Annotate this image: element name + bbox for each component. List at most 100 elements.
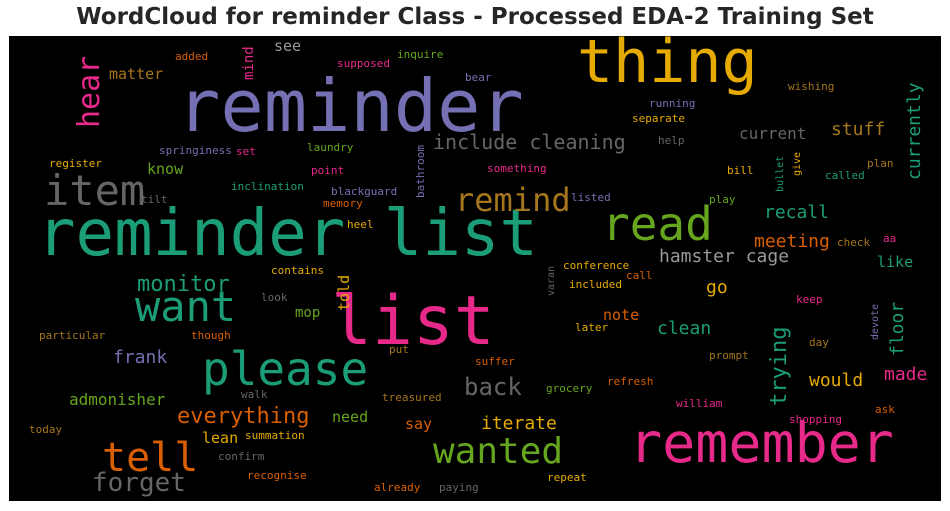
word-thing: thing — [577, 36, 758, 97]
word-meeting: meeting — [754, 231, 830, 252]
word-include-cleaning: include cleaning — [433, 130, 626, 154]
word-note: note — [603, 306, 640, 324]
word-call: call — [626, 269, 653, 282]
word-running: running — [649, 97, 696, 110]
word-play: play — [709, 193, 736, 206]
word-told: told — [335, 274, 353, 311]
word-tilt: tilt — [141, 193, 168, 206]
word-devote: devote — [870, 303, 881, 340]
word-would: would — [809, 370, 864, 391]
word-everything: everything — [177, 404, 310, 429]
word-help: help — [658, 134, 685, 147]
word-something: something — [487, 162, 547, 175]
word-today: today — [29, 423, 63, 436]
word-item: item — [44, 166, 146, 215]
word-later: later — [575, 321, 609, 334]
word-prompt: prompt — [709, 349, 749, 362]
word-conference: conference — [563, 259, 630, 272]
word-bear: bear — [465, 71, 492, 84]
word-william: william — [676, 397, 723, 410]
word-want: want — [135, 282, 237, 331]
word-grocery: grocery — [546, 382, 593, 395]
word-trying: trying — [767, 326, 792, 406]
word-point: point — [311, 164, 345, 177]
word-made: made — [884, 364, 928, 385]
word-confirm: confirm — [218, 450, 265, 463]
word-recall: recall — [764, 202, 830, 223]
word-mind: mind — [241, 46, 257, 80]
word-refresh: refresh — [607, 375, 654, 388]
word-contains: contains — [271, 264, 324, 277]
word-currently: currently — [904, 82, 925, 180]
word-iterate: iterate — [481, 413, 557, 434]
word-wishing: wishing — [788, 80, 835, 93]
word-included: included — [569, 278, 622, 291]
chart-title: WordCloud for reminder Class - Processed… — [76, 4, 874, 30]
word-called: called — [825, 169, 865, 182]
word-hamster-cage: hamster cage — [659, 246, 790, 267]
word-set: set — [236, 145, 256, 158]
word-bullet: bullet — [775, 155, 786, 192]
word-remind: remind — [455, 181, 571, 219]
word-inquire: inquire — [397, 48, 444, 61]
word-plan: plan — [867, 157, 894, 170]
word-check: check — [837, 236, 871, 249]
word-bill: bill — [727, 164, 754, 177]
word-keep: keep — [796, 293, 823, 306]
word-ask: ask — [875, 403, 895, 416]
word-look: look — [261, 291, 288, 304]
word-see: see — [274, 37, 302, 55]
word-hear: hear — [72, 55, 107, 128]
word-particular: particular — [39, 329, 106, 342]
word-lean: lean — [202, 429, 239, 447]
word-listed: listed — [571, 191, 611, 204]
word-suffer: suffer — [475, 355, 515, 368]
word-memory: memory — [323, 197, 363, 210]
word-reminder: reminder — [177, 64, 524, 148]
word-stuff: stuff — [831, 119, 886, 140]
word-treasured: treasured — [382, 391, 442, 404]
word-matter: matter — [109, 65, 164, 83]
word-current: current — [739, 124, 807, 143]
word-frank: frank — [113, 347, 168, 368]
word-repeat: repeat — [547, 471, 587, 484]
word-day: day — [809, 336, 829, 349]
word-please: please — [202, 342, 369, 396]
word-added: added — [175, 50, 209, 63]
word-already: already — [374, 481, 421, 494]
word-tell: tell — [102, 435, 199, 481]
word-remember: remember — [629, 411, 894, 475]
word-wanted: wanted — [433, 431, 564, 472]
word-shopping: shopping — [789, 413, 842, 426]
word-paying: paying — [439, 481, 479, 494]
word-give: give — [792, 151, 803, 176]
word-aa: aa — [883, 232, 897, 245]
word-supposed: supposed — [337, 57, 390, 70]
word-mop: mop — [295, 305, 321, 321]
word-go: go — [706, 277, 728, 298]
word-list: list — [331, 282, 495, 361]
word-know: know — [147, 160, 184, 178]
word-reminder-list: reminder list — [37, 197, 538, 271]
word-walk: walk — [241, 388, 268, 401]
word-back: back — [464, 373, 522, 401]
word-summation: summation — [245, 429, 305, 442]
word-put: put — [389, 343, 409, 356]
word-say: say — [405, 415, 433, 433]
word-like: like — [877, 253, 914, 271]
word-separate: separate — [632, 112, 685, 125]
word-read: read — [602, 197, 713, 251]
word-cloud: reminder reminder list list thing rememb… — [9, 36, 941, 501]
word-blackguard: blackguard — [331, 185, 398, 198]
word-admonisher: admonisher — [69, 390, 166, 409]
word-clean: clean — [657, 318, 712, 339]
word-inclination: inclination — [231, 180, 304, 193]
word-varan: varan — [546, 265, 557, 296]
word-monitor: monitor — [137, 272, 230, 297]
word-floor: floor — [887, 301, 908, 356]
word-though: though — [191, 329, 231, 342]
word-heel: heel — [347, 218, 374, 231]
word-need: need — [332, 408, 369, 426]
word-forget: forget — [92, 468, 186, 498]
word-recognise: recognise — [247, 469, 307, 482]
